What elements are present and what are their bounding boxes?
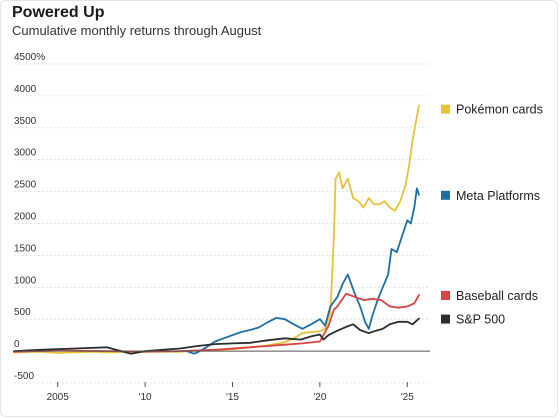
chart-subtitle: Cumulative monthly returns through Augus… xyxy=(12,23,262,38)
y-tick-label: 0 xyxy=(14,339,20,350)
legend-swatch xyxy=(441,314,450,324)
legend-swatch xyxy=(441,104,450,114)
y-tick-label: 500 xyxy=(14,307,31,318)
legend-label: Pokémon cards xyxy=(456,103,543,117)
y-tick-label: 4000 xyxy=(14,84,37,95)
y-tick-label: 3500 xyxy=(14,116,37,127)
y-tick-label: 3000 xyxy=(14,148,37,159)
legend-swatch xyxy=(441,190,450,200)
y-tick-label: 2000 xyxy=(14,212,37,223)
legend-label: Meta Platforms xyxy=(456,189,540,203)
series-line-s-p-500 xyxy=(13,317,420,355)
x-tick-label: '10 xyxy=(139,392,152,403)
y-tick-label: 1500 xyxy=(14,243,37,254)
y-tick-label: -500 xyxy=(14,371,34,382)
x-tick-label: '20 xyxy=(313,392,326,403)
series-line-meta-platforms xyxy=(186,187,420,355)
x-tick-label: '15 xyxy=(226,392,239,403)
y-tick-label: 2500 xyxy=(14,180,37,191)
x-tick-label: '25 xyxy=(401,392,414,403)
legend-swatch xyxy=(441,290,450,300)
legend-label: Baseball cards xyxy=(456,289,538,303)
series-line-pok-mon-cards xyxy=(13,104,420,354)
chart-title: Powered Up xyxy=(12,4,105,21)
x-tick-label: 2005 xyxy=(47,392,70,403)
y-tick-label: 1000 xyxy=(14,275,37,286)
legend-label: S&P 500 xyxy=(456,313,505,327)
y-tick-label: 4500% xyxy=(14,52,45,63)
